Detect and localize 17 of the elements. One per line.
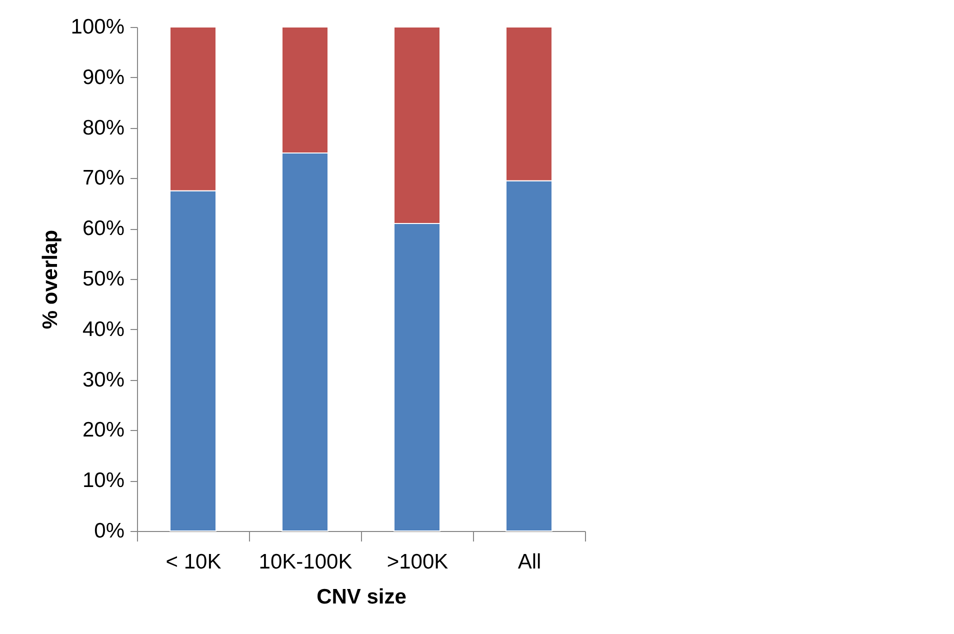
y-tick-label: 100% xyxy=(70,16,124,38)
y-tick-label: 60% xyxy=(82,217,124,240)
y-tick-label: 40% xyxy=(82,318,124,341)
x-axis-title: CNV size xyxy=(316,586,406,608)
y-tick-label: 70% xyxy=(82,166,124,190)
y-tick-label: 90% xyxy=(82,66,124,89)
x-tick-label: All xyxy=(518,550,542,574)
y-tick-label: 20% xyxy=(82,418,124,442)
y-tick-label: 80% xyxy=(82,116,124,140)
y-tick-label: 0% xyxy=(94,520,124,542)
x-tick-label: >100K xyxy=(386,550,448,574)
y-axis-title: % overlap xyxy=(38,230,62,330)
y-tick-label: 50% xyxy=(82,268,124,290)
x-tick-label: 10K-100K xyxy=(258,550,352,574)
y-tick-label: 10% xyxy=(82,469,124,492)
y-tick-label: 30% xyxy=(82,368,124,392)
x-tick-label: < 10K xyxy=(166,550,222,574)
